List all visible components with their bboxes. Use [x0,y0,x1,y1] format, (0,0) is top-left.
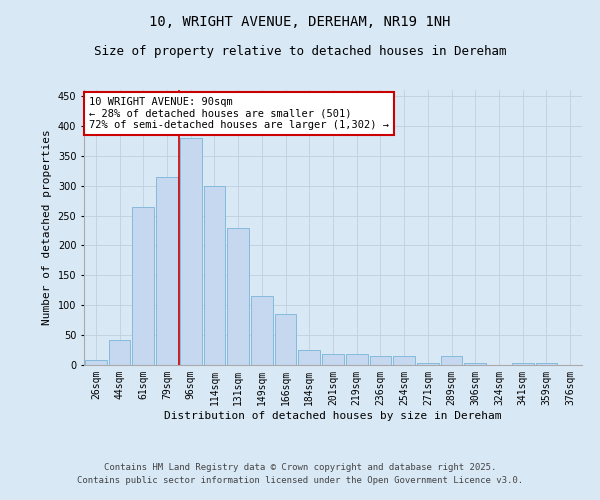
Bar [346,354,368,365]
Text: Contains HM Land Registry data © Crown copyright and database right 2025.
Contai: Contains HM Land Registry data © Crown c… [77,464,523,485]
Bar [156,176,178,365]
Text: 10 WRIGHT AVENUE: 90sqm
← 28% of detached houses are smaller (501)
72% of semi-d: 10 WRIGHT AVENUE: 90sqm ← 28% of detache… [89,97,389,130]
Bar [322,354,344,365]
Bar [536,363,557,365]
Bar [512,363,533,365]
Bar [370,356,391,365]
Bar [393,356,415,365]
Bar [227,228,249,365]
Bar [133,206,154,365]
Bar [298,350,320,365]
Bar [109,340,130,365]
Y-axis label: Number of detached properties: Number of detached properties [42,130,52,326]
Bar [275,314,296,365]
Bar [251,296,273,365]
Text: 10, WRIGHT AVENUE, DEREHAM, NR19 1NH: 10, WRIGHT AVENUE, DEREHAM, NR19 1NH [149,15,451,29]
Bar [180,138,202,365]
Bar [464,363,486,365]
Bar [85,360,107,365]
Bar [417,363,439,365]
Text: Size of property relative to detached houses in Dereham: Size of property relative to detached ho… [94,45,506,58]
Bar [203,186,226,365]
X-axis label: Distribution of detached houses by size in Dereham: Distribution of detached houses by size … [164,410,502,420]
Bar [440,356,463,365]
